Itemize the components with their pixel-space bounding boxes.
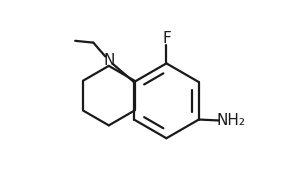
Text: N: N: [103, 53, 115, 68]
Text: F: F: [162, 31, 171, 46]
Text: NH₂: NH₂: [216, 113, 245, 128]
